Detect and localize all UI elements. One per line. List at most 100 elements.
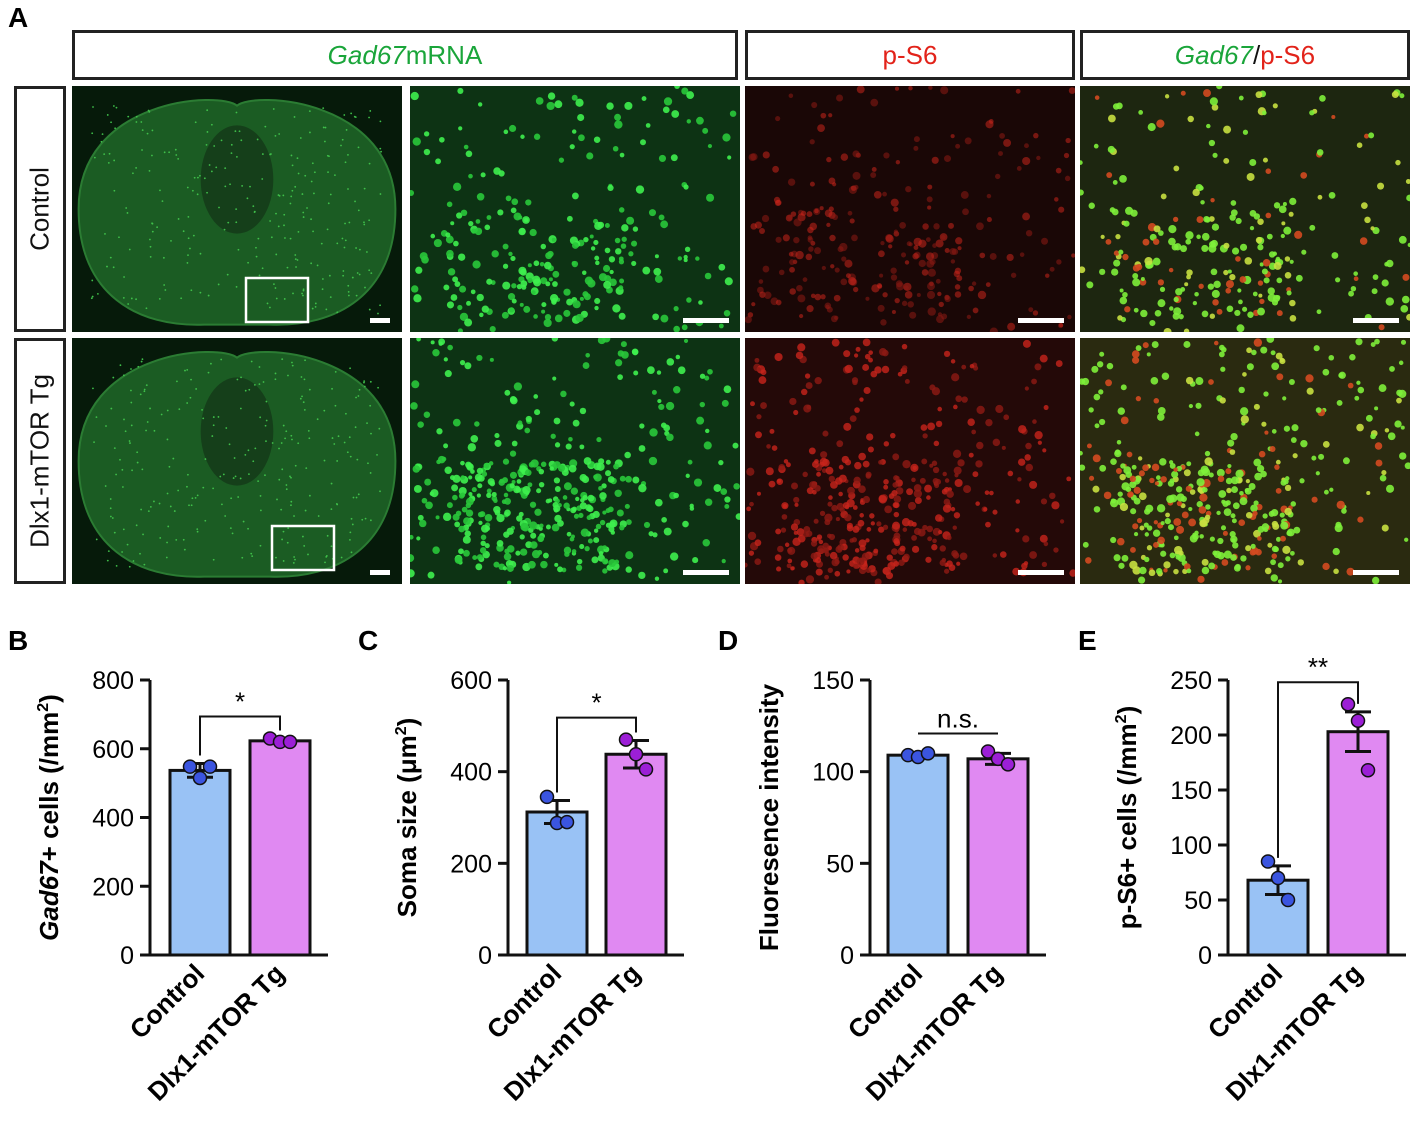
chart-c-data-point xyxy=(618,732,634,747)
chart-b-ytick-label: 800 xyxy=(92,667,134,695)
chart-b-ylabel-end: ) xyxy=(34,694,64,703)
chart-b-ylabel-italic: Gad67 xyxy=(34,860,64,941)
chart-b-data-point xyxy=(282,734,298,750)
chart-e-ytick-label: 0 xyxy=(1198,942,1212,970)
scale-bar xyxy=(370,570,390,575)
chart-e-data-point xyxy=(1280,892,1296,908)
chart-e-ylabel: p-S6+ cells (/mm2) xyxy=(1112,706,1142,930)
chart-c-ytick-label: 400 xyxy=(450,759,492,787)
chart-d-letter: D xyxy=(718,625,738,656)
micrograph-dlx1-green xyxy=(410,338,740,584)
chart-c-ytick-label: 200 xyxy=(450,850,492,878)
chart-c-ytick-label: 0 xyxy=(478,942,492,970)
chart-d-bar-dlx1 xyxy=(966,757,1030,957)
chart-e-ylabel-end: ) xyxy=(1112,706,1142,715)
chart-b-data-point xyxy=(182,759,198,774)
chart-d-data-point xyxy=(920,746,936,761)
chart-c-letter: C xyxy=(358,625,378,656)
chart-b-letter: B xyxy=(8,625,28,656)
chart-b-significance-label: * xyxy=(235,686,245,716)
micrograph-dlx1-red xyxy=(745,338,1075,584)
micrograph-control-red xyxy=(745,86,1075,332)
scale-bar xyxy=(1018,318,1064,323)
chart-e-ytick-label: 150 xyxy=(1170,777,1212,805)
scale-bar xyxy=(683,318,729,323)
chart-b-ylabel-sup: 2 xyxy=(35,703,52,712)
micrograph-control-merge xyxy=(1080,86,1410,332)
chart-b-bar-dlx1 xyxy=(248,739,312,957)
merge-slash: / xyxy=(1252,39,1261,70)
panel-letter-a: A xyxy=(8,2,29,33)
chart-e-data-point xyxy=(1340,696,1356,712)
chart-b-ytick-label: 0 xyxy=(120,942,134,970)
chart-c-significance-bracket xyxy=(556,716,637,793)
merge-gad67-label: Gad67 xyxy=(1174,39,1253,70)
chart-e-data-point xyxy=(1350,713,1366,728)
chart-b-category-label: Dlx1-mTOR Tg xyxy=(142,958,291,1107)
chart-b-significance-bracket xyxy=(199,715,281,756)
chart-e-data-point xyxy=(1360,762,1376,778)
column-header-gad67-mrna: Gad67 mRNA xyxy=(72,30,738,80)
column-header-merge: Gad67/p-S6 xyxy=(1080,30,1410,80)
chart-e-category-label: Dlx1-mTOR Tg xyxy=(1220,958,1369,1107)
chart-c-ylabel: Soma size (μm2) xyxy=(392,718,422,918)
chart-e-ylabel-text: p-S6+ cells (/mm xyxy=(1112,723,1142,929)
chart-d-ytick-label: 100 xyxy=(812,759,854,787)
chart-e-ylabel-sup: 2 xyxy=(1113,714,1130,723)
chart-e-significance-bracket xyxy=(1277,681,1359,858)
chart-e-significance-label: ** xyxy=(1308,652,1328,682)
chart-c-data-point xyxy=(539,789,555,805)
chart-b-ytick-label: 600 xyxy=(92,736,134,764)
chart-d-data-point xyxy=(980,744,996,759)
scale-bar xyxy=(1018,570,1064,575)
chart-b-data-point xyxy=(192,770,208,786)
chart-e-ytick-label: 250 xyxy=(1170,667,1212,695)
ps6-label: p-S6 xyxy=(882,39,938,70)
micrograph-control-green xyxy=(410,86,740,332)
merge-ps6-label: p-S6 xyxy=(1260,39,1316,70)
row-header-dlx1: Dlx1-mTOR Tg xyxy=(14,338,66,584)
chart-e-letter: E xyxy=(1078,625,1097,656)
chart-e-ytick-label: 50 xyxy=(1184,887,1212,915)
chart-d-significance-label: n.s. xyxy=(937,704,979,734)
chart-d-ytick-label: 50 xyxy=(826,850,854,878)
chart-b-ytick-label: 200 xyxy=(92,873,134,901)
chart-b-data-point xyxy=(202,759,218,774)
chart-c-bar-dlx1 xyxy=(604,752,668,957)
chart-d-data-point xyxy=(1000,757,1016,772)
micrograph-control-whole xyxy=(72,86,402,332)
chart-c-ytick-label: 600 xyxy=(450,667,492,695)
chart-c-data-point xyxy=(559,814,575,830)
chart-e-ytick-label: 100 xyxy=(1170,832,1212,860)
chart-c-category-label: Dlx1-mTOR Tg xyxy=(498,958,647,1107)
chart-d-category-label: Dlx1-mTOR Tg xyxy=(860,958,1009,1107)
chart-e-ytick-label: 200 xyxy=(1170,722,1212,750)
chart-b-ylabel-text: + cells (/mm xyxy=(34,712,64,862)
column-header-ps6: p-S6 xyxy=(745,30,1075,80)
chart-b-ytick-label: 400 xyxy=(92,805,134,833)
micrograph-dlx1-whole xyxy=(72,338,402,584)
scale-bar xyxy=(370,318,390,323)
row-header-control: Control xyxy=(14,86,66,332)
chart-c-ylabel-text: Soma size (μm xyxy=(392,735,422,917)
chart-c-ylabel-sup: 2 xyxy=(393,726,410,735)
chart-c-ylabel-end: ) xyxy=(392,718,422,727)
chart-e-data-point xyxy=(1260,854,1276,869)
mrna-label: mRNA xyxy=(405,39,483,70)
chart-c-data-point xyxy=(628,747,644,762)
chart-e-bar-dlx1 xyxy=(1326,730,1390,957)
chart-d-ytick-label: 0 xyxy=(840,942,854,970)
gad67-italic-label: Gad67 xyxy=(327,39,406,70)
chart-b-ylabel: Gad67+ cells (/mm2) xyxy=(34,694,64,941)
chart-c-data-point xyxy=(638,762,654,777)
chart-e-data-point xyxy=(1270,870,1286,886)
chart-c-significance-label: * xyxy=(591,688,601,718)
chart-d-bar-control xyxy=(886,753,950,957)
scale-bar xyxy=(1353,570,1399,575)
chart-b-bar-control xyxy=(168,768,232,957)
chart-c-bar-control xyxy=(525,810,589,957)
micrograph-dlx1-merge xyxy=(1080,338,1410,584)
chart-d-ytick-label: 150 xyxy=(812,667,854,695)
chart-d-ylabel: Fluoresence intensity xyxy=(754,683,784,951)
